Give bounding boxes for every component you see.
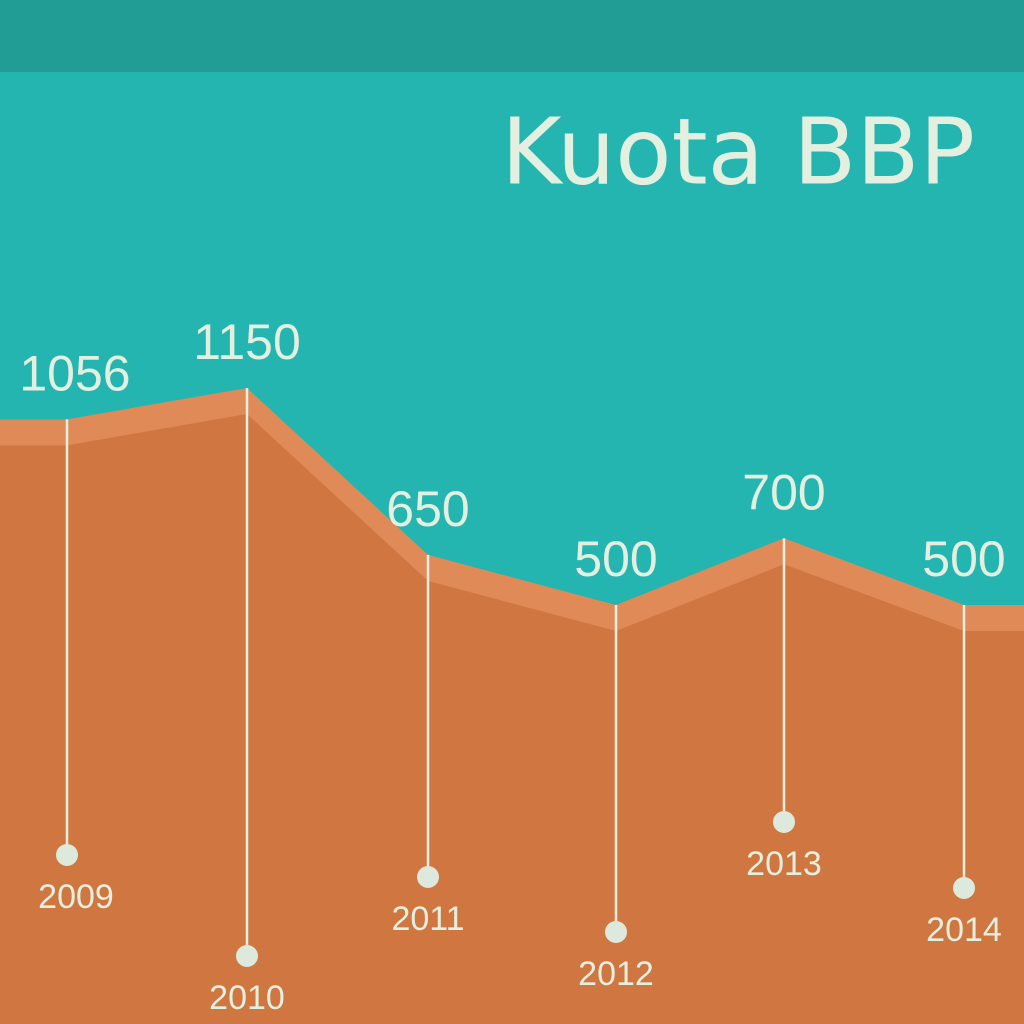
value-label: 650 xyxy=(386,481,469,537)
value-label: 1056 xyxy=(19,346,130,402)
point xyxy=(236,945,258,967)
point xyxy=(773,811,795,833)
point xyxy=(56,844,78,866)
point xyxy=(417,866,439,888)
category-label: 2010 xyxy=(209,979,285,1017)
chart-title: Kuota BBP xyxy=(501,98,975,205)
category-label: 2014 xyxy=(926,911,1002,949)
category-label: 2009 xyxy=(38,878,114,916)
value-label: 500 xyxy=(574,531,657,587)
point xyxy=(605,921,627,943)
top-band xyxy=(0,0,1024,72)
category-label: 2013 xyxy=(746,845,822,883)
category-label: 2012 xyxy=(578,955,654,993)
point xyxy=(953,877,975,899)
value-label: 1150 xyxy=(193,314,301,370)
value-label: 500 xyxy=(922,531,1005,587)
area xyxy=(0,414,1024,1024)
plot: 1056 2009 1150 2010 650 2011 500 2012 700 2013 500… xyxy=(0,314,1024,1024)
category-label: 2011 xyxy=(391,900,464,938)
value-label: 700 xyxy=(742,464,825,520)
